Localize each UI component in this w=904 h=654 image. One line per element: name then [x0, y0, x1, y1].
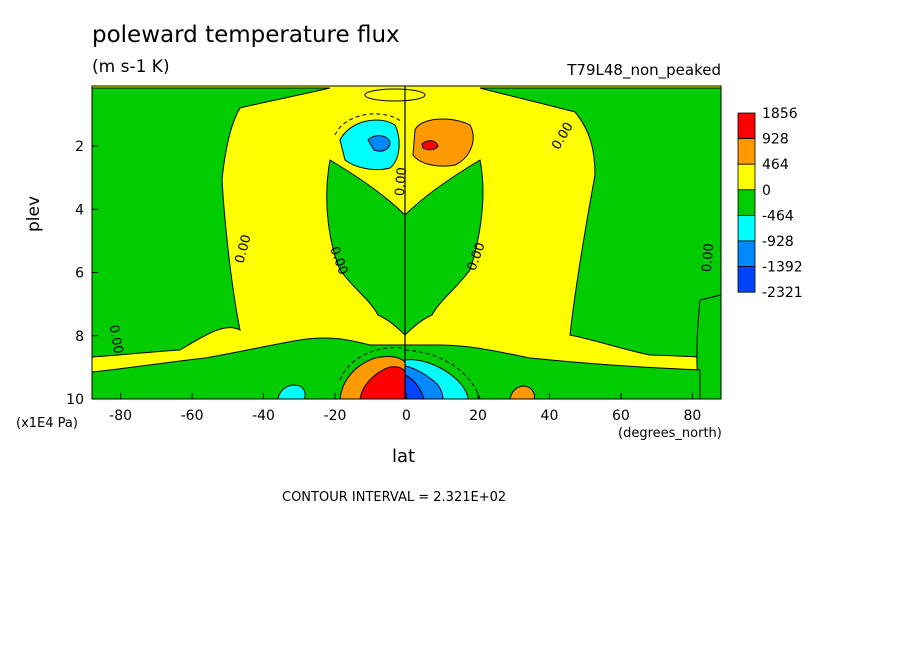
x-tick-label: -20	[324, 408, 347, 424]
colorbar-label: 1856	[762, 106, 798, 122]
colorbar-label: 0	[762, 183, 771, 199]
contour-label: 0.00	[106, 324, 126, 355]
y-axis: 2 4 6 8 10	[66, 139, 98, 408]
contour-interval: CONTOUR INTERVAL = 2.321E+02	[282, 490, 507, 505]
y-tick-label: 6	[75, 266, 84, 282]
colorbar-label: -928	[762, 234, 794, 250]
colorbar-label: 464	[762, 157, 789, 173]
region-orange-right	[412, 118, 474, 167]
region-cyan-left	[339, 119, 400, 171]
contour-label: 0.00	[393, 167, 410, 197]
region-red-right	[421, 140, 439, 151]
region-orange-bottom-right-small	[509, 385, 535, 399]
chart-units: (m s-1 K)	[92, 57, 170, 77]
colorbar-swatch	[737, 138, 756, 165]
region-blue-left	[367, 135, 391, 152]
x-axis: -80 -60 -40 -20 0 20 40 60 80	[109, 393, 701, 424]
x-tick-label: 60	[612, 408, 630, 424]
colorbar-swatch	[737, 163, 756, 191]
colorbar-label: 928	[762, 132, 789, 148]
y-tick-label: 4	[75, 202, 84, 218]
colorbar-swatch	[737, 266, 756, 293]
colorbar-swatch	[737, 112, 756, 140]
colorbar: 1856 928 464 0 -464 -928 -1392 -2321	[737, 106, 803, 301]
x-axis-units: (degrees_north)	[618, 426, 722, 441]
x-tick-label: -80	[109, 408, 132, 424]
y-tick-label: 2	[75, 139, 84, 155]
run-label: T79L48_non_peaked	[567, 61, 721, 79]
x-tick-label: 0	[402, 408, 411, 424]
region-green-right-edge	[696, 294, 721, 399]
region-cyan-bottom-left-small	[277, 384, 306, 399]
contour-negative-2	[339, 346, 406, 381]
contour-label: 0.00	[233, 233, 255, 265]
contour-fill-layer	[92, 86, 721, 399]
chart-title: poleward temperature flux	[92, 22, 400, 48]
contour-negative-1	[334, 113, 403, 136]
contour-label: 0.00	[700, 243, 717, 273]
y-axis-units: (x1E4 Pa)	[16, 416, 78, 431]
colorbar-swatch	[737, 214, 756, 242]
colorbar-label: -1392	[762, 260, 803, 276]
x-axis-label: lat	[392, 446, 416, 467]
region-green-right	[479, 87, 721, 359]
colorbar-label: -2321	[762, 285, 803, 301]
colorbar-swatch	[737, 189, 756, 216]
y-tick-label: 8	[75, 329, 84, 345]
contour-negative-3	[404, 349, 481, 399]
x-tick-label: -60	[181, 408, 204, 424]
x-tick-label: 20	[469, 408, 487, 424]
x-tick-label: 80	[683, 408, 701, 424]
x-tick-label: -40	[252, 408, 275, 424]
region-green-left	[92, 87, 331, 358]
y-tick-label: 10	[66, 392, 84, 408]
region-yellow-top-lens	[364, 88, 426, 102]
colorbar-label: -464	[762, 208, 794, 224]
colorbar-swatch	[737, 240, 756, 268]
x-tick-label: 40	[541, 408, 559, 424]
